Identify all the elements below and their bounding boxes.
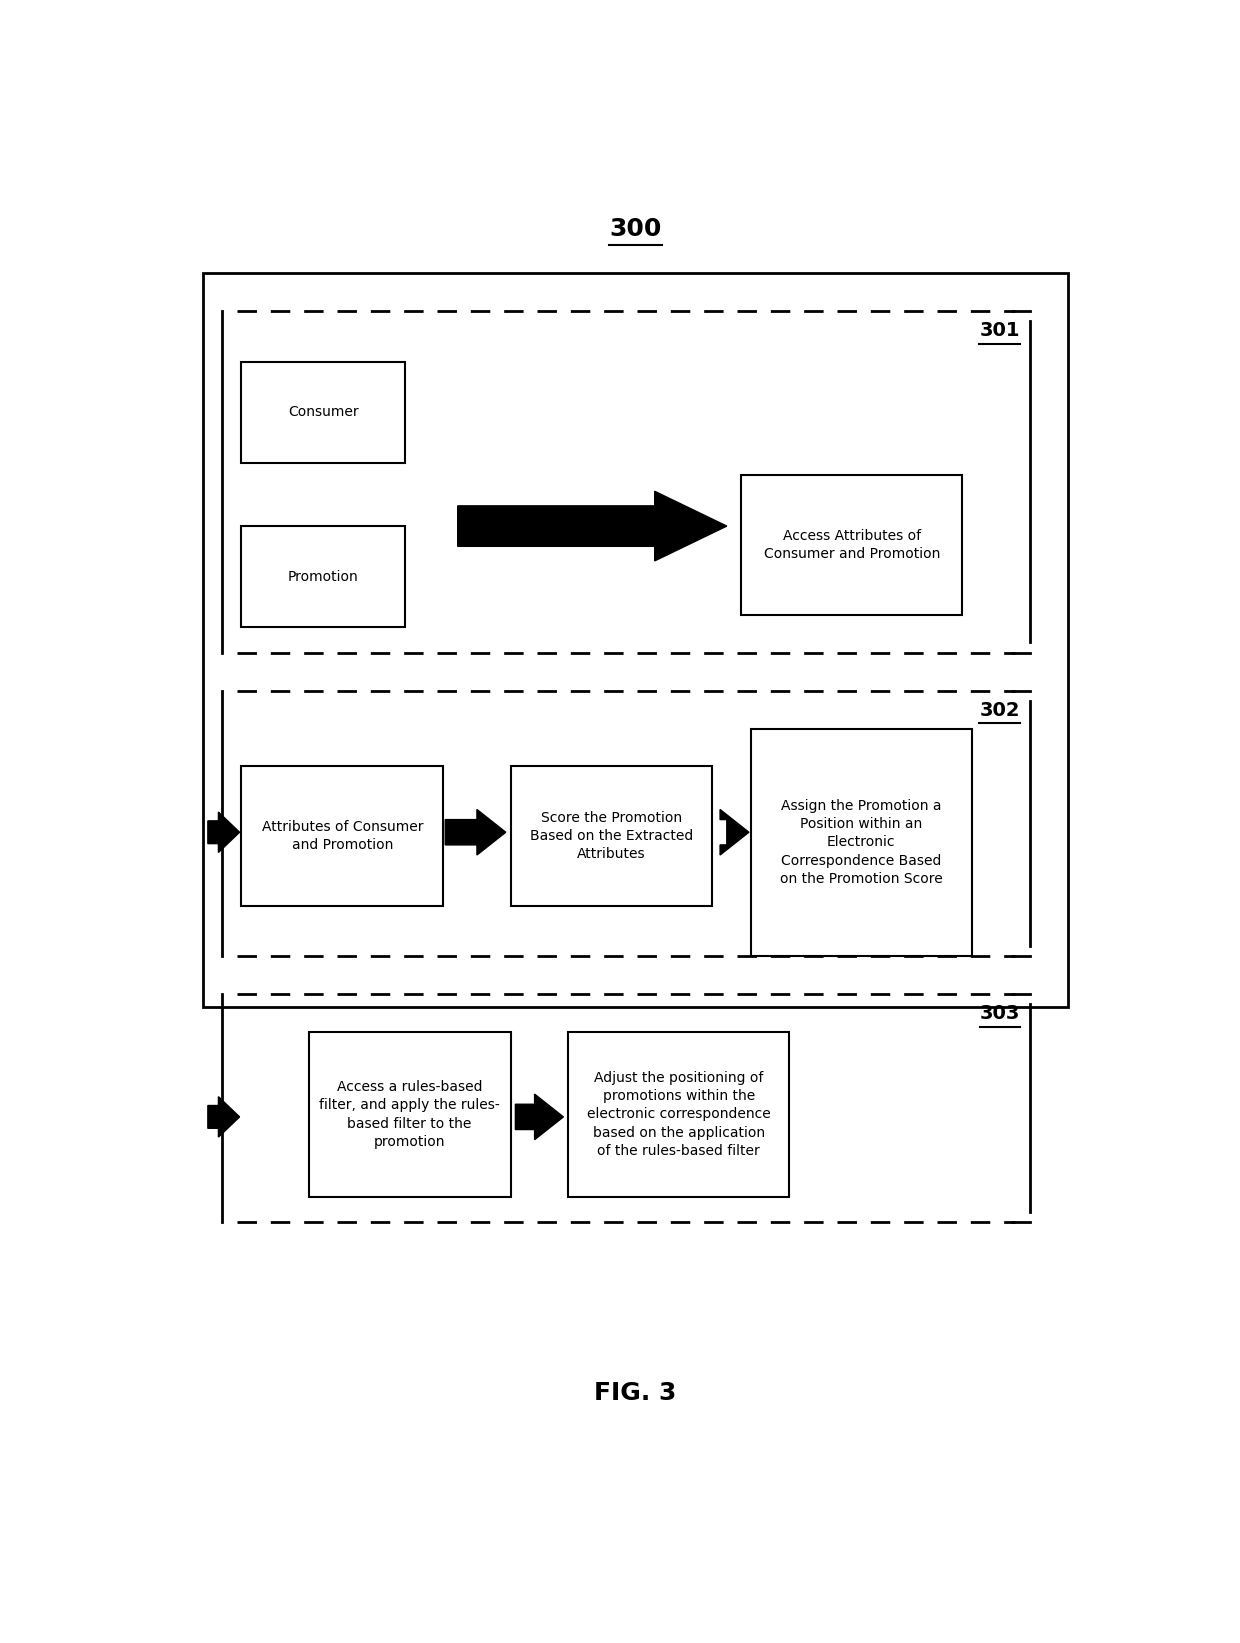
Text: Assign the Promotion a
Position within an
Electronic
Correspondence Based
on the: Assign the Promotion a Position within a…	[780, 798, 942, 886]
Bar	[242, 361, 404, 463]
Bar	[511, 766, 712, 905]
Polygon shape	[445, 810, 506, 854]
Polygon shape	[208, 812, 239, 853]
Text: Access a rules-based
filter, and apply the rules-
based filter to the
promotion: Access a rules-based filter, and apply t…	[319, 1079, 500, 1148]
Text: Attributes of Consumer
and Promotion: Attributes of Consumer and Promotion	[262, 820, 423, 853]
Bar	[309, 1032, 511, 1196]
Text: 301: 301	[980, 320, 1019, 340]
Polygon shape	[720, 810, 749, 854]
Text: Score the Promotion
Based on the Extracted
Attributes: Score the Promotion Based on the Extract…	[529, 810, 693, 861]
Bar	[742, 475, 962, 614]
Bar	[568, 1032, 789, 1196]
Text: Consumer: Consumer	[288, 406, 358, 419]
Text: Adjust the positioning of
promotions within the
electronic correspondence
based : Adjust the positioning of promotions wit…	[587, 1071, 770, 1158]
Bar	[242, 766, 444, 905]
Polygon shape	[516, 1094, 563, 1140]
Text: Promotion: Promotion	[288, 570, 358, 583]
Polygon shape	[208, 1096, 239, 1137]
Bar	[242, 526, 404, 628]
Text: 300: 300	[609, 217, 662, 242]
Text: FIG. 3: FIG. 3	[594, 1380, 677, 1405]
Bar	[751, 728, 972, 956]
Polygon shape	[458, 491, 727, 560]
Bar	[203, 273, 1068, 1007]
Text: 302: 302	[980, 700, 1019, 720]
Text: 303: 303	[980, 1004, 1019, 1024]
Text: Access Attributes of
Consumer and Promotion: Access Attributes of Consumer and Promot…	[764, 529, 940, 562]
